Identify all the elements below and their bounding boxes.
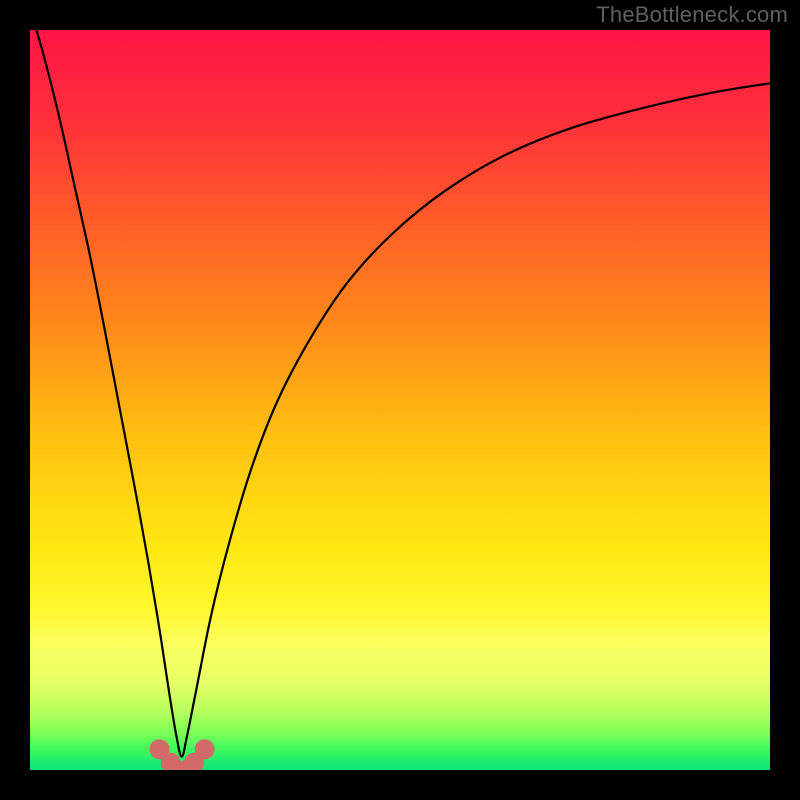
chart-container: TheBottleneck.com xyxy=(0,0,800,800)
bottleneck-curve xyxy=(30,30,770,757)
curve-layer xyxy=(30,30,770,770)
plot-area xyxy=(30,30,770,770)
watermark-text: TheBottleneck.com xyxy=(596,2,788,28)
marker-dot xyxy=(195,739,215,759)
